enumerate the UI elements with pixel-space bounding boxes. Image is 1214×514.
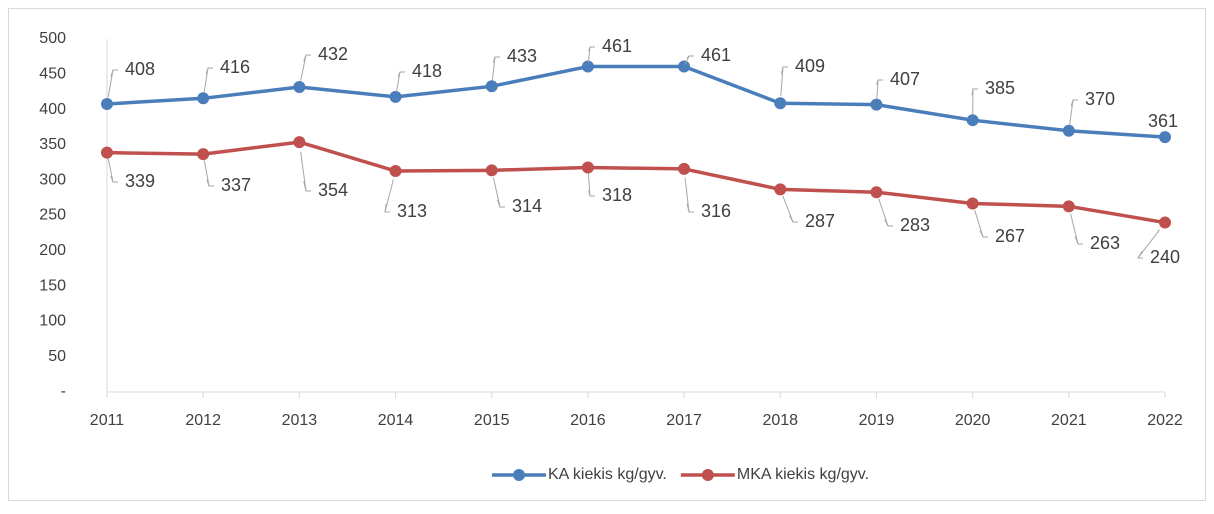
data-label: 461 (602, 36, 632, 56)
marker (967, 114, 979, 126)
marker (197, 92, 209, 104)
y-tick-label: 50 (48, 348, 66, 365)
marker (293, 81, 305, 93)
marker (1159, 131, 1171, 143)
marker (293, 136, 305, 148)
data-label: 263 (1090, 233, 1120, 253)
y-tick-label: 150 (39, 277, 66, 294)
data-label: 433 (507, 46, 537, 66)
x-tick-label: 2018 (762, 412, 798, 429)
marker (678, 163, 690, 175)
data-label: 318 (602, 185, 632, 205)
data-label: 339 (125, 171, 155, 191)
x-tick-label: 2014 (378, 412, 414, 429)
marker (101, 98, 113, 110)
data-label: 418 (412, 61, 442, 81)
marker (101, 147, 113, 159)
data-label: 409 (795, 56, 825, 76)
marker (967, 197, 979, 209)
marker (1159, 217, 1171, 229)
data-label: 432 (318, 44, 348, 64)
data-label: 461 (701, 45, 731, 65)
data-label: 287 (805, 211, 835, 231)
x-tick-label: 2013 (282, 412, 318, 429)
x-tick-label: 2019 (859, 412, 895, 429)
y-tick-label: 250 (39, 207, 66, 224)
data-label: 283 (900, 215, 930, 235)
data-label: 385 (985, 78, 1015, 98)
x-tick-label: 2015 (474, 412, 510, 429)
marker (486, 80, 498, 92)
x-tick-label: 2017 (666, 412, 702, 429)
y-tick-label: 200 (39, 242, 66, 259)
y-tick-label: 450 (39, 66, 66, 83)
y-tick-label: 100 (39, 313, 66, 330)
data-label: 354 (318, 180, 348, 200)
marker (870, 186, 882, 198)
y-tick-label: 350 (39, 136, 66, 153)
legend-label: KA kiekis kg/gyv. (548, 466, 667, 483)
data-label: 408 (125, 59, 155, 79)
marker (1063, 200, 1075, 212)
y-tick-label: - (61, 383, 66, 400)
y-tick-label: 500 (39, 30, 66, 47)
y-tick-label: 300 (39, 171, 66, 188)
legend-label: MKA kiekis kg/gyv. (737, 466, 869, 483)
data-label: 314 (512, 196, 542, 216)
marker (774, 97, 786, 109)
data-label: 240 (1150, 247, 1180, 267)
x-tick-label: 2016 (570, 412, 606, 429)
y-tick-label: 400 (39, 101, 66, 118)
x-tick-label: 2020 (955, 412, 991, 429)
marker (486, 164, 498, 176)
x-tick-label: 2012 (185, 412, 221, 429)
data-label: 361 (1148, 111, 1178, 131)
marker (1063, 125, 1075, 137)
x-tick-label: 2011 (90, 412, 125, 429)
marker (390, 165, 402, 177)
marker (582, 161, 594, 173)
data-label: 316 (701, 201, 731, 221)
legend-marker (702, 469, 714, 481)
data-label: 407 (890, 69, 920, 89)
legend-marker (513, 469, 525, 481)
marker (774, 183, 786, 195)
data-label: 337 (221, 175, 251, 195)
x-tick-label: 2022 (1147, 412, 1183, 429)
marker (870, 99, 882, 111)
marker (390, 91, 402, 103)
data-label: 313 (397, 201, 427, 221)
data-label: 267 (995, 226, 1025, 246)
x-tick-label: 2021 (1051, 412, 1087, 429)
marker (678, 61, 690, 73)
data-label: 370 (1085, 89, 1115, 109)
marker (197, 148, 209, 160)
data-label: 416 (220, 57, 250, 77)
